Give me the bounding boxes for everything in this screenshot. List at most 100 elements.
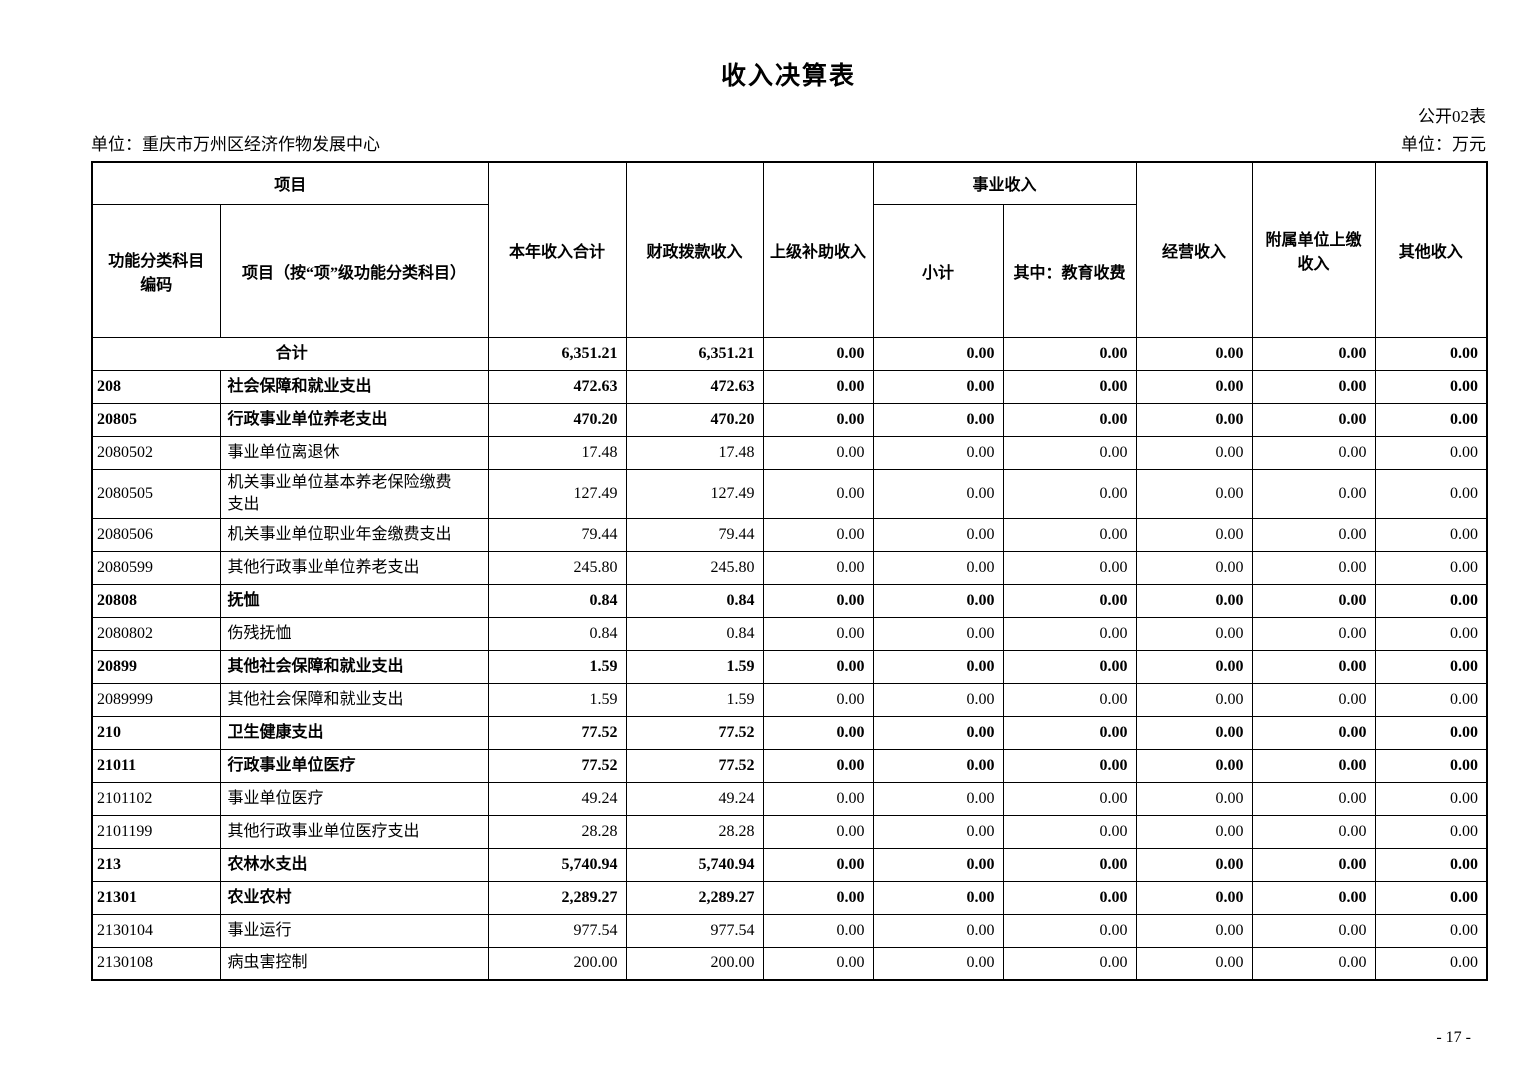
row-value: 2,289.27 (487, 880, 627, 915)
header-fiscal-appropriation: 财政拨款收入 (625, 161, 764, 338)
row-value: 0.00 (1251, 402, 1376, 437)
row-value: 0.00 (1135, 649, 1253, 684)
row-value: 200.00 (487, 946, 627, 981)
row-value: 0.00 (1002, 847, 1137, 882)
table-row: 2080506 机关事业单位职业年金缴费支出 79.44 79.44 0.00 … (91, 517, 1488, 552)
row-name: 病虫害控制 (219, 946, 489, 981)
row-value: 0.00 (1002, 468, 1137, 519)
row-value: 127.49 (487, 468, 627, 519)
row-value: 28.28 (625, 814, 764, 849)
row-code: 2101102 (91, 781, 221, 816)
row-value: 0.00 (1251, 682, 1376, 717)
row-value: 0.00 (1251, 946, 1376, 981)
table-row: 20899 其他社会保障和就业支出 1.59 1.59 0.00 0.00 0.… (91, 649, 1488, 684)
row-value: 0.00 (1002, 682, 1137, 717)
row-code: 2130108 (91, 946, 221, 981)
row-value: 0.00 (762, 946, 874, 981)
row-value: 0.00 (1374, 913, 1488, 948)
row-value: 472.63 (625, 369, 764, 404)
row-code: 208 (91, 369, 221, 404)
row-name: 合计 (91, 336, 489, 371)
row-value: 0.00 (1251, 649, 1376, 684)
row-value: 1.59 (625, 649, 764, 684)
row-value: 0.00 (872, 814, 1004, 849)
row-value: 0.00 (1002, 913, 1137, 948)
row-value: 0.00 (1002, 435, 1137, 470)
row-value: 0.00 (762, 550, 874, 585)
row-value: 0.00 (1374, 880, 1488, 915)
row-value: 0.00 (1135, 847, 1253, 882)
row-name: 伤残抚恤 (219, 616, 489, 651)
table-row: 20805 行政事业单位养老支出 470.20 470.20 0.00 0.00… (91, 402, 1488, 437)
currency-unit-label: 单位：万元 (1401, 135, 1486, 154)
row-value: 0.00 (1251, 748, 1376, 783)
row-value: 0.00 (872, 336, 1004, 371)
row-value: 0.00 (762, 336, 874, 371)
row-code: 2080502 (91, 435, 221, 470)
header-subtotal: 小计 (872, 203, 1004, 338)
row-value: 0.00 (1002, 550, 1137, 585)
row-value: 0.00 (1251, 468, 1376, 519)
table-row: 2080505 机关事业单位基本养老保险缴费 支出 127.49 127.49 … (91, 468, 1488, 519)
row-value: 0.00 (1374, 946, 1488, 981)
row-code: 21301 (91, 880, 221, 915)
row-value: 0.00 (1251, 583, 1376, 618)
row-value: 0.00 (1374, 550, 1488, 585)
row-value: 0.00 (762, 814, 874, 849)
row-value: 0.00 (1135, 435, 1253, 470)
row-value: 0.00 (762, 517, 874, 552)
header-function-code: 功能分类科目 编码 (91, 203, 221, 338)
row-code: 2080802 (91, 616, 221, 651)
row-value: 0.00 (762, 649, 874, 684)
header-project-group: 项目 (91, 161, 489, 205)
row-name: 事业单位离退休 (219, 435, 489, 470)
row-value: 0.00 (1135, 814, 1253, 849)
row-value: 6,351.21 (487, 336, 627, 371)
row-value: 5,740.94 (487, 847, 627, 882)
row-value: 0.00 (1135, 682, 1253, 717)
row-value: 0.00 (1135, 583, 1253, 618)
row-value: 0.00 (1251, 715, 1376, 750)
table-row: 208 社会保障和就业支出 472.63 472.63 0.00 0.00 0.… (91, 369, 1488, 404)
row-value: 0.00 (1374, 847, 1488, 882)
row-value: 0.00 (1374, 336, 1488, 371)
table-row: 2080502 事业单位离退休 17.48 17.48 0.00 0.00 0.… (91, 435, 1488, 470)
row-code: 2101199 (91, 814, 221, 849)
row-value: 0.00 (1135, 369, 1253, 404)
row-value: 127.49 (625, 468, 764, 519)
row-value: 0.00 (1002, 880, 1137, 915)
row-value: 0.00 (1002, 616, 1137, 651)
row-value: 0.00 (762, 616, 874, 651)
org-unit-label: 单位：重庆市万州区经济作物发展中心 (91, 135, 380, 154)
header-project-item: 项目（按“项”级功能分类科目） (219, 203, 489, 338)
row-value: 0.00 (1374, 748, 1488, 783)
table-row: 2089999 其他社会保障和就业支出 1.59 1.59 0.00 0.00 … (91, 682, 1488, 717)
table-row: 2101199 其他行政事业单位医疗支出 28.28 28.28 0.00 0.… (91, 814, 1488, 849)
row-value: 0.00 (1002, 781, 1137, 816)
meta-row: 单位：重庆市万州区经济作物发展中心 单位：万元 (91, 133, 1486, 157)
row-value: 0.84 (625, 616, 764, 651)
row-value: 977.54 (487, 913, 627, 948)
row-value: 79.44 (625, 517, 764, 552)
row-value: 2,289.27 (625, 880, 764, 915)
row-value: 1.59 (625, 682, 764, 717)
row-value: 0.00 (1251, 616, 1376, 651)
row-value: 0.00 (1251, 847, 1376, 882)
row-value: 5,740.94 (625, 847, 764, 882)
row-value: 0.00 (762, 583, 874, 618)
row-value: 0.00 (872, 781, 1004, 816)
row-value: 0.00 (1374, 435, 1488, 470)
doc-code-label: 公开02表 (1418, 107, 1486, 126)
row-value: 0.00 (1374, 402, 1488, 437)
row-code: 2089999 (91, 682, 221, 717)
table-row: 2130108 病虫害控制 200.00 200.00 0.00 0.00 0.… (91, 946, 1488, 981)
row-value: 0.00 (1251, 880, 1376, 915)
table-row: 210 卫生健康支出 77.52 77.52 0.00 0.00 0.00 0.… (91, 715, 1488, 750)
row-value: 0.00 (872, 435, 1004, 470)
row-value: 0.00 (872, 880, 1004, 915)
row-value: 0.00 (1002, 336, 1137, 371)
row-value: 77.52 (625, 715, 764, 750)
row-value: 0.00 (872, 748, 1004, 783)
table-row: 20808 抚恤 0.84 0.84 0.00 0.00 0.00 0.00 0… (91, 583, 1488, 618)
row-value: 0.00 (762, 402, 874, 437)
